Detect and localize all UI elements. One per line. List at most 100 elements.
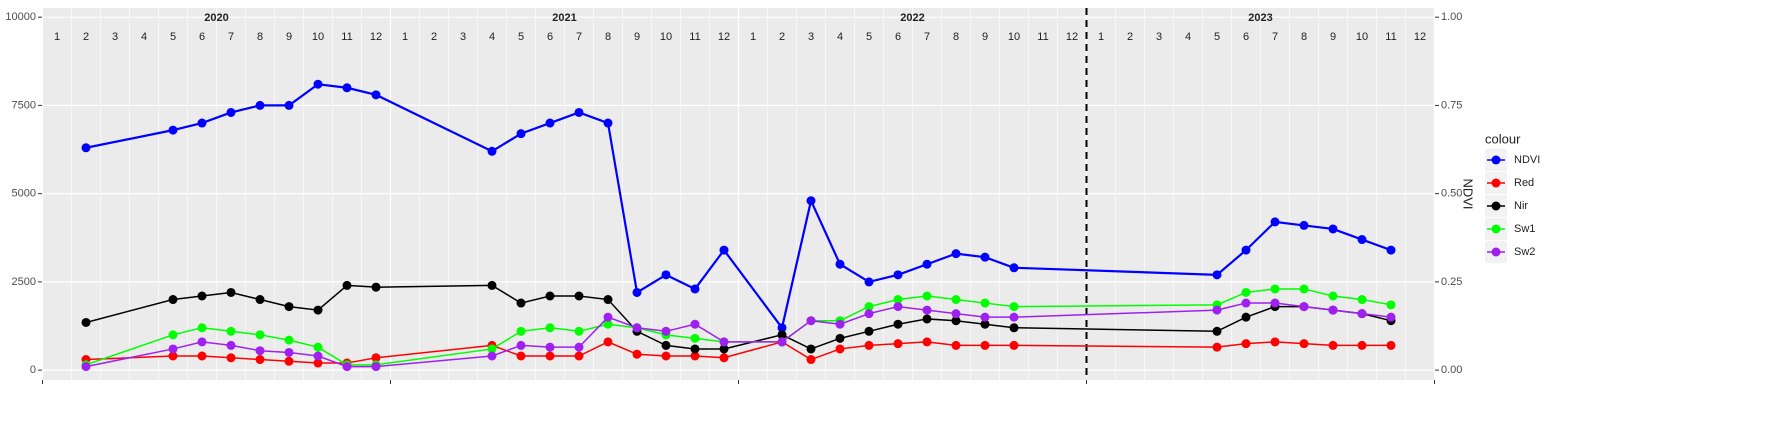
point (690, 333, 700, 343)
point (168, 330, 178, 340)
month-label: 6 (547, 31, 553, 43)
point (1212, 326, 1222, 336)
point (284, 335, 294, 345)
point (371, 282, 381, 292)
y2-tick-label: 1.00 (1441, 11, 1462, 23)
point (516, 340, 526, 350)
month-label: 2 (1127, 31, 1133, 43)
point (1009, 323, 1019, 333)
point (168, 295, 178, 305)
point (719, 337, 729, 347)
point (893, 302, 903, 312)
month-label: 10 (1008, 31, 1020, 43)
point (1386, 300, 1396, 310)
point (719, 353, 729, 363)
month-label: 12 (1414, 31, 1426, 43)
month-label: 6 (895, 31, 901, 43)
point (603, 337, 613, 347)
point (951, 249, 961, 259)
month-label: 4 (837, 31, 843, 43)
month-label: 2 (779, 31, 785, 43)
legend-title: colour (1485, 131, 1521, 146)
point (690, 344, 700, 354)
month-label: 6 (1243, 31, 1249, 43)
month-label: 11 (341, 31, 352, 43)
point (516, 298, 526, 308)
legend-dot (1491, 201, 1501, 211)
legend-dot (1491, 224, 1501, 234)
point (661, 326, 671, 336)
point (922, 337, 932, 347)
point (574, 291, 584, 301)
month-label: 3 (1156, 31, 1162, 43)
point (690, 319, 700, 329)
point (806, 355, 816, 365)
point (1386, 340, 1396, 350)
point (342, 280, 352, 290)
point (1357, 295, 1367, 305)
point (661, 270, 671, 280)
series-line (85, 83, 1392, 331)
month-label: 1 (54, 31, 60, 43)
month-label: 7 (576, 31, 582, 43)
legend-label: NDVI (1514, 154, 1540, 166)
point (806, 196, 816, 206)
point (226, 107, 236, 117)
year-label: 2020 (204, 12, 228, 24)
month-label: 7 (1272, 31, 1278, 43)
point (980, 319, 990, 329)
point (1328, 340, 1338, 350)
point (1009, 263, 1019, 273)
point (371, 362, 381, 372)
legend-dot (1491, 247, 1501, 257)
point (574, 107, 584, 117)
point (487, 280, 497, 290)
point (864, 340, 874, 350)
month-label: 12 (1066, 31, 1078, 43)
point (255, 355, 265, 365)
point (342, 362, 352, 372)
point (980, 340, 990, 350)
point (516, 129, 526, 139)
point (313, 79, 323, 89)
point (255, 100, 265, 110)
point (1386, 312, 1396, 322)
point (864, 326, 874, 336)
point (864, 302, 874, 312)
point (574, 342, 584, 352)
point (951, 309, 961, 319)
point (226, 287, 236, 297)
point (835, 344, 845, 354)
month-label: 1 (402, 31, 408, 43)
point (922, 314, 932, 324)
point (574, 351, 584, 361)
month-label: 2 (431, 31, 437, 43)
point (313, 351, 323, 361)
point (226, 326, 236, 336)
point (168, 344, 178, 354)
point (1299, 284, 1309, 294)
month-label: 8 (605, 31, 611, 43)
point (1212, 305, 1222, 315)
point (864, 309, 874, 319)
point (661, 351, 671, 361)
point (1241, 312, 1251, 322)
point (632, 349, 642, 359)
point (690, 351, 700, 361)
month-label: 9 (1330, 31, 1336, 43)
point (690, 284, 700, 294)
month-label: 5 (170, 31, 176, 43)
point (603, 319, 613, 329)
point (835, 259, 845, 269)
point (893, 339, 903, 349)
point (81, 317, 91, 327)
point (81, 143, 91, 153)
point (81, 362, 91, 372)
point (545, 351, 555, 361)
point (1357, 235, 1367, 245)
point (371, 90, 381, 100)
point (777, 337, 787, 347)
point (371, 353, 381, 363)
y-tick-label: 7500 (12, 99, 36, 111)
month-label: 7 (924, 31, 930, 43)
